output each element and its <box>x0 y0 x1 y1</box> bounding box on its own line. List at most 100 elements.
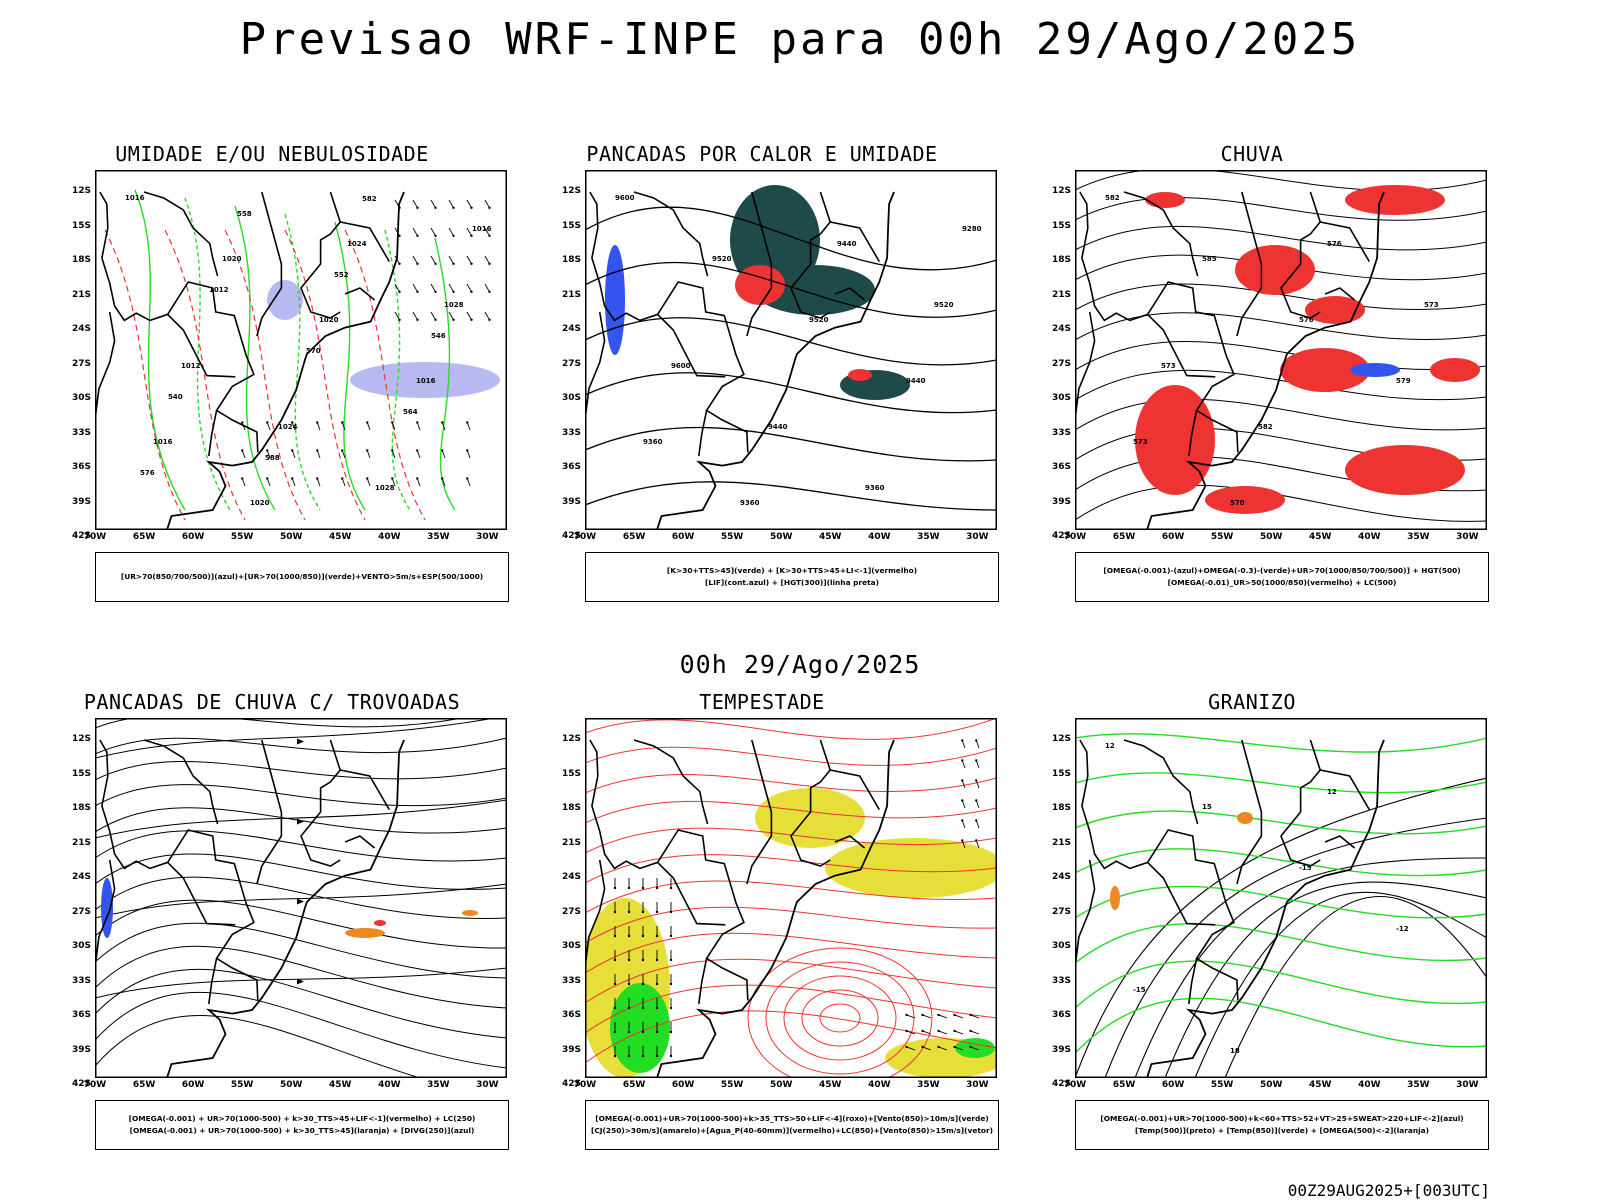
contour-label: 1020 <box>222 255 242 263</box>
humidity-contour <box>434 237 456 511</box>
panel-legend: [OMEGA(-0.001) + UR>70(1000-500) + k>30_… <box>95 1100 509 1150</box>
lon-tick-label: 60W <box>1161 1080 1185 1090</box>
lat-tick-label: 27S <box>71 358 91 369</box>
contour-label: 9440 <box>837 240 857 248</box>
plot-frame <box>585 170 997 530</box>
streamline <box>95 799 507 839</box>
wind-vector-head <box>266 421 269 424</box>
coastline <box>1146 191 1385 530</box>
contour-label: 9280 <box>962 225 982 233</box>
wind-vector-head <box>613 910 617 914</box>
map-plot-area: 582 585 576 579 573 570 576 573 573 582 <box>1075 170 1487 530</box>
lat-tick-label: 42S <box>1051 1079 1071 1089</box>
lat-tick-label: 33S <box>561 427 581 438</box>
lon-tick-label: 60W <box>671 1080 695 1090</box>
contour-label: 1016 <box>416 377 436 385</box>
lon-tick-label: 30W <box>1456 532 1479 542</box>
panel-legend: [K>30+TTS>45](verde) + [K>30+TTS>45+LI<-… <box>585 552 999 602</box>
wind-vector-head <box>266 449 269 452</box>
wind-vector <box>341 450 346 459</box>
temp500-contour <box>1164 881 1487 1078</box>
contour-label: 585 <box>1202 255 1217 263</box>
humidity-contour <box>284 213 321 511</box>
lat-tick-label: 42S <box>561 1079 581 1089</box>
wind-vector-head <box>613 1030 617 1034</box>
temp850-contour <box>1075 810 1487 835</box>
wind-vector <box>975 740 980 749</box>
contour-label: 1028 <box>375 484 395 492</box>
wind-vector-head <box>969 1029 972 1033</box>
contour-label: 1012 <box>181 362 201 370</box>
wind-vector <box>366 450 371 459</box>
plot-frame <box>95 170 507 530</box>
streamline-850 <box>585 800 997 824</box>
high-pressure-streamline <box>819 1003 861 1033</box>
middle-title: 00h 29/Ago/2025 <box>679 650 921 679</box>
wind-vector-head <box>391 421 394 424</box>
contour-label: 1020 <box>250 499 270 507</box>
legend-line: [OMEGA(-0.01)_UR>50(1000/850)(vermelho) … <box>1167 578 1397 587</box>
streamline <box>95 718 499 759</box>
wind-vector-head <box>241 421 244 424</box>
wind-vector-head <box>975 819 978 822</box>
country-border <box>746 191 773 337</box>
timestamp-stamp: 00Z29AUG2025+[003UTC] <box>1287 1181 1490 1200</box>
height-contour <box>1075 312 1487 341</box>
lat-tick-label: 12S <box>1051 734 1071 744</box>
humidity-contour <box>184 197 231 511</box>
wind-vector <box>241 478 246 487</box>
wind-vector-head <box>627 1030 631 1034</box>
country-border <box>344 287 376 301</box>
temp850-contour <box>1075 772 1487 794</box>
lat-tick-label: 36S <box>71 1010 91 1020</box>
lon-tick-label: 60W <box>181 1080 205 1090</box>
wind-vector-head <box>466 477 469 480</box>
wind-vector-head <box>905 1045 908 1049</box>
omega500-area <box>1237 812 1253 824</box>
wind-vector-head <box>961 779 964 782</box>
wind-vector <box>266 478 271 487</box>
coastline <box>166 739 405 1078</box>
country-border <box>1123 191 1199 277</box>
lat-tick-label: 24S <box>1051 324 1071 334</box>
lat-tick-label: 36S <box>1051 462 1071 472</box>
wind-vector <box>416 478 421 487</box>
contour-label: 582 <box>362 195 377 203</box>
jet-stream-area <box>825 838 997 898</box>
wind-vector-head <box>466 421 469 424</box>
wind-vector-head <box>961 739 964 742</box>
wind-vector <box>448 311 454 321</box>
rain-area <box>1305 296 1365 324</box>
lat-tick-label: 39S <box>1051 1044 1071 1055</box>
country-border <box>746 739 773 885</box>
legend-line: [K>30+TTS>45](verde) + [K>30+TTS>45+LI<-… <box>666 566 918 575</box>
lat-tick-label: 18S <box>561 803 581 813</box>
country-border <box>1188 410 1198 457</box>
lon-tick-label: 30W <box>1456 1080 1479 1090</box>
wind-vector-head <box>470 234 473 237</box>
contour-label: 576 <box>1327 240 1342 248</box>
lon-tick-label: 40W <box>868 1080 891 1090</box>
streamline <box>95 853 507 890</box>
humidity-area <box>350 362 500 398</box>
lat-tick-label: 30S <box>1051 393 1071 403</box>
wind-vector-head <box>921 1013 924 1017</box>
thickness-contour <box>104 229 186 521</box>
wind-vector-head <box>441 449 444 452</box>
temp850-contour <box>1075 960 1487 1009</box>
lat-tick-label: 21S <box>1051 837 1071 848</box>
country-border <box>830 221 880 263</box>
map-panel: GRANIZO 12S 15S 18S 21S 24S 27S 30S 33S 36S 39S 42S… <box>1017 690 1489 1180</box>
wind-vector-head <box>291 449 294 452</box>
lon-tick-label: 65W <box>132 532 156 542</box>
streamline <box>95 807 507 834</box>
lon-tick-label: 40W <box>378 1080 401 1090</box>
wind-vector <box>266 450 271 459</box>
wind-vector <box>316 478 321 487</box>
temp500-contour <box>1104 817 1487 1078</box>
panel-title: CHUVA <box>1220 142 1284 166</box>
wind-vector-head <box>398 290 401 293</box>
temp500-contour <box>1194 891 1487 1078</box>
map-svg <box>585 718 997 1078</box>
rain-area <box>1280 348 1370 392</box>
